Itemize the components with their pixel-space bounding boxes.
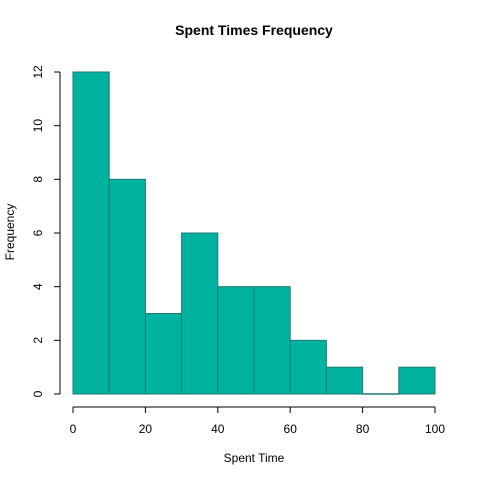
y-axis-label: Frequency xyxy=(3,204,17,261)
x-tick-label-1: 20 xyxy=(139,422,153,436)
histogram-bar-2 xyxy=(144,313,183,395)
histogram-bar-1 xyxy=(108,178,146,395)
x-tick-label-3: 60 xyxy=(284,422,298,436)
x-tick-label-2: 40 xyxy=(211,422,225,436)
x-tick-label-0: 0 xyxy=(70,422,77,436)
x-axis-label: Spent Time xyxy=(224,451,285,465)
histogram-bar-5 xyxy=(253,286,291,395)
y-tick-label-3: 6 xyxy=(31,229,45,236)
y-tick-label-2: 4 xyxy=(31,283,45,290)
x-tick-label-5: 100 xyxy=(425,422,445,436)
histogram-bar-9 xyxy=(398,366,436,395)
chart-title: Spent Times Frequency xyxy=(175,22,333,38)
histogram-bar-8 xyxy=(362,393,400,395)
y-tick-label-4: 8 xyxy=(31,176,45,183)
y-tick-label-5: 10 xyxy=(31,119,45,133)
histogram-bar-7 xyxy=(325,366,364,395)
bars-group xyxy=(72,71,436,395)
x-axis: 0 20 40 60 80 100 xyxy=(70,406,445,436)
histogram-bar-4 xyxy=(217,286,255,395)
x-tick-label-4: 80 xyxy=(356,422,370,436)
y-tick-label-0: 0 xyxy=(31,390,45,397)
y-axis: 0 2 4 6 8 10 12 xyxy=(31,65,61,397)
histogram-bar-3 xyxy=(181,232,219,395)
y-tick-label-6: 12 xyxy=(31,65,45,79)
histogram-bar-6 xyxy=(289,339,327,395)
y-tick-label-1: 2 xyxy=(31,337,45,344)
histogram-bar-0 xyxy=(72,71,110,395)
